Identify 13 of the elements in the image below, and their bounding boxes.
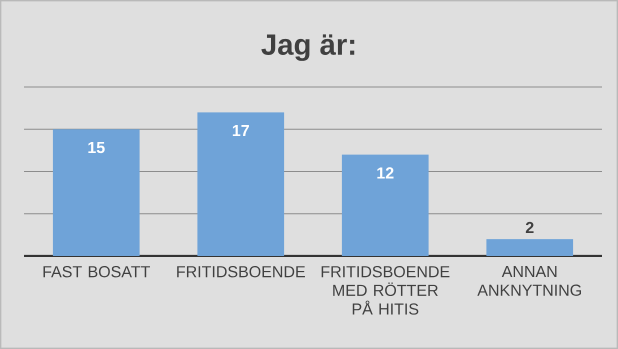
- data-label: 17: [232, 125, 249, 136]
- x-tick-label: FAST BOSATT: [43, 266, 150, 278]
- bar: [197, 112, 284, 256]
- x-tick-label: ANNAN ANKNYTNING: [477, 266, 581, 296]
- x-tick-label: FRITIDSBOENDE: [177, 266, 305, 278]
- bar: [486, 239, 574, 256]
- data-label: 12: [377, 167, 394, 178]
- bar: [52, 129, 140, 256]
- data-label: 2: [526, 222, 534, 234]
- chart-title: Jag är:: [261, 34, 354, 61]
- bar: [342, 154, 429, 256]
- x-tick-label: FRITIDSBOENDE MED RÖTTER PÅ HITIS: [322, 266, 450, 315]
- data-label: 15: [88, 142, 105, 154]
